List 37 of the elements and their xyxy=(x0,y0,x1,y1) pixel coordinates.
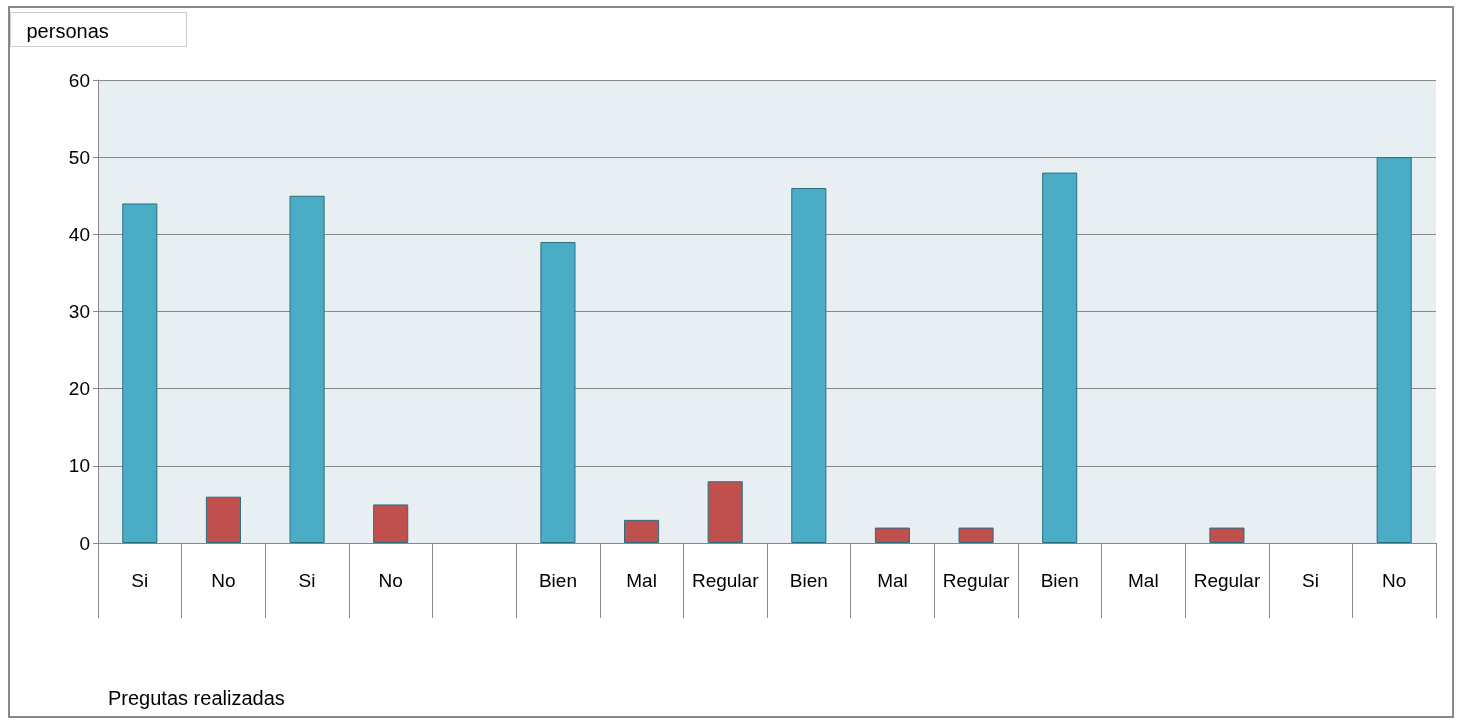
x-tick-label: Bien xyxy=(538,570,577,591)
x-tick-label: No xyxy=(1382,570,1407,591)
x-axis-title: Pregutas realizadas xyxy=(108,687,285,709)
bar xyxy=(1209,527,1245,543)
y-tick-label: 50 xyxy=(68,146,90,168)
x-tick-label: Si xyxy=(298,570,316,591)
bar xyxy=(1042,172,1078,543)
y-tick-label: 30 xyxy=(68,301,90,322)
y-tick-label: 0 xyxy=(79,532,90,554)
bar xyxy=(540,242,576,543)
x-tick-label: Mal xyxy=(877,570,908,591)
x-tick-label: No xyxy=(378,570,403,591)
bar xyxy=(289,195,325,543)
x-tick-label: Regular xyxy=(942,570,1010,591)
y-tick-label: 40 xyxy=(68,223,90,245)
x-tick-label: Mal xyxy=(626,570,657,591)
y-axis-title: personas xyxy=(26,19,109,42)
x-tick-label: Regular xyxy=(691,570,760,591)
x-tick-label: No xyxy=(211,570,236,591)
x-tick-label: Si xyxy=(131,570,149,591)
x-tick-label: Si xyxy=(1302,570,1320,591)
bar xyxy=(373,504,409,543)
bar xyxy=(791,188,827,543)
bar xyxy=(122,203,158,543)
x-tick-label: Bien xyxy=(789,570,828,591)
x-tick-label: Regular xyxy=(1193,570,1261,591)
bar xyxy=(874,527,910,543)
bar xyxy=(958,527,994,543)
x-tick-label: Bien xyxy=(1040,570,1079,591)
bar xyxy=(707,481,743,543)
y-tick-label: 10 xyxy=(68,455,90,477)
x-tick-label: Mal xyxy=(1128,570,1159,591)
bar xyxy=(624,519,660,543)
bar xyxy=(1376,157,1412,543)
y-tick-label: 20 xyxy=(68,378,90,400)
bar xyxy=(205,496,241,543)
y-tick-label: 60 xyxy=(68,69,90,91)
